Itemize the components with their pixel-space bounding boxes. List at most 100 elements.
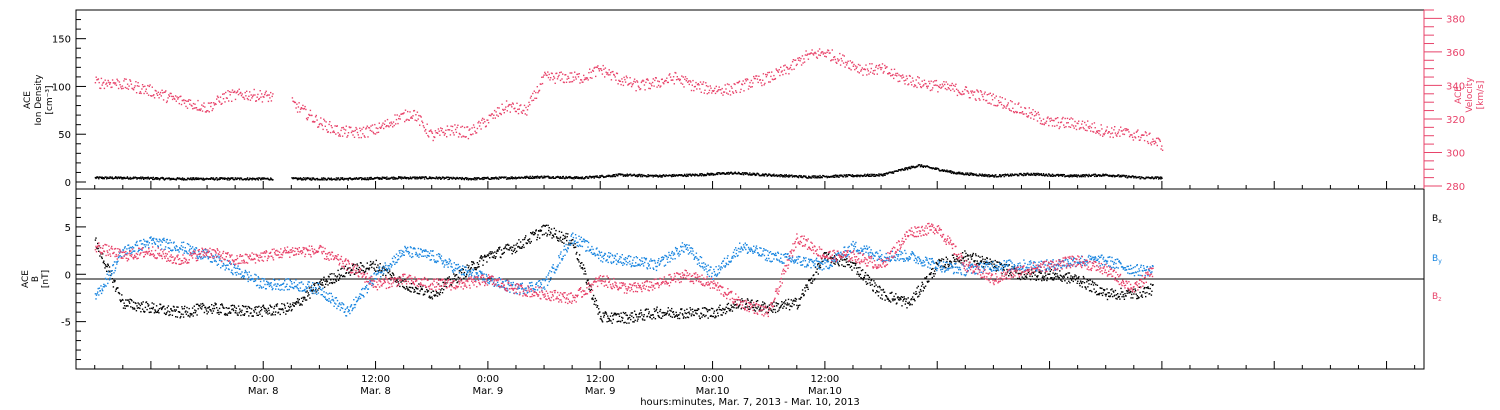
bx-series-point bbox=[788, 303, 790, 305]
bx-series-point bbox=[827, 259, 829, 261]
velocity-series-point bbox=[994, 104, 997, 107]
velocity-series-point bbox=[245, 95, 247, 97]
velocity-series-point bbox=[153, 97, 156, 99]
bx-series-point bbox=[436, 295, 439, 297]
bx-series-point bbox=[504, 246, 507, 248]
bx-series-point bbox=[881, 298, 883, 300]
velocity-series-point bbox=[1158, 138, 1160, 140]
density-series-point bbox=[292, 178, 294, 180]
velocity-series-point bbox=[779, 74, 781, 77]
density-series-point bbox=[1096, 175, 1099, 177]
bx-series-point bbox=[455, 279, 457, 281]
density-series-point bbox=[719, 173, 722, 175]
bx-series-point bbox=[624, 321, 626, 324]
velocity-series-point bbox=[97, 78, 100, 80]
velocity-series-point bbox=[504, 108, 506, 111]
velocity-series-point bbox=[111, 79, 114, 81]
velocity-series-point bbox=[119, 84, 121, 86]
bx-series-point bbox=[678, 317, 681, 320]
bx-series-point bbox=[417, 288, 419, 290]
velocity-series-point bbox=[231, 100, 233, 102]
velocity-series-point bbox=[416, 111, 419, 113]
density-series-point bbox=[1160, 176, 1163, 178]
bx-series-point bbox=[491, 251, 493, 253]
velocity-series-point bbox=[615, 79, 617, 81]
density-series-point bbox=[341, 178, 343, 180]
bx-series-point bbox=[819, 266, 822, 269]
velocity-series-point bbox=[577, 76, 580, 78]
bx-series-point bbox=[222, 306, 224, 308]
bx-series-point bbox=[254, 306, 256, 309]
bx-series-point bbox=[619, 321, 622, 323]
bx-series-point bbox=[899, 299, 901, 301]
density-series-point bbox=[551, 177, 554, 179]
bx-series-point bbox=[184, 305, 186, 308]
velocity-series-point bbox=[120, 88, 123, 90]
density-series-point bbox=[523, 176, 526, 178]
bx-series-point bbox=[802, 292, 804, 295]
velocity-series-point bbox=[1025, 113, 1027, 115]
velocity-series-point bbox=[1113, 129, 1115, 131]
velocity-series-point bbox=[525, 106, 527, 109]
bx-series-point bbox=[104, 264, 107, 266]
bx-series-point bbox=[825, 252, 827, 254]
velocity-series-point bbox=[173, 97, 175, 100]
bx-series-point bbox=[610, 312, 613, 314]
density-series-point bbox=[254, 179, 257, 181]
bx-series-point bbox=[348, 271, 350, 273]
velocity-series-point bbox=[1082, 126, 1084, 129]
velocity-series-point bbox=[1107, 132, 1109, 134]
bx-series-point bbox=[302, 300, 304, 302]
velocity-series-point bbox=[997, 104, 999, 106]
bx-series-point bbox=[931, 276, 933, 279]
density-series-point bbox=[705, 174, 708, 176]
velocity-series-point bbox=[425, 132, 428, 134]
velocity-series-point bbox=[152, 94, 154, 97]
density-series-point bbox=[253, 177, 256, 180]
bx-series-point bbox=[371, 266, 373, 269]
bx-series-point bbox=[186, 311, 189, 313]
density-series-point bbox=[214, 178, 217, 180]
bx-series-point bbox=[248, 306, 250, 308]
density-series-point bbox=[807, 177, 809, 179]
density-series-point bbox=[755, 174, 758, 176]
bx-series-point bbox=[230, 312, 232, 314]
bx-series-point bbox=[658, 315, 660, 317]
bx-series-point bbox=[320, 283, 322, 285]
velocity-series-point bbox=[1114, 132, 1117, 134]
bx-series-point bbox=[243, 305, 245, 308]
density-series-point bbox=[300, 179, 303, 181]
density-series-point bbox=[1098, 174, 1100, 176]
bottom-left-tick-label: 0 bbox=[65, 270, 71, 281]
bx-series-point bbox=[170, 308, 172, 310]
velocity-series-point bbox=[1003, 104, 1005, 107]
bx-series-point bbox=[266, 309, 268, 311]
velocity-series-point bbox=[1135, 131, 1138, 133]
density-series-point bbox=[1013, 174, 1015, 176]
density-series-point bbox=[458, 178, 460, 180]
velocity-series-point bbox=[821, 51, 823, 53]
velocity-series-point bbox=[1109, 136, 1111, 138]
velocity-series-point bbox=[418, 114, 420, 117]
velocity-series-point bbox=[389, 122, 391, 124]
density-series-point bbox=[687, 175, 689, 177]
bx-series-point bbox=[166, 311, 168, 314]
density-series-point bbox=[952, 172, 955, 175]
velocity-series-point bbox=[636, 80, 638, 82]
bx-series-point bbox=[239, 310, 241, 312]
bx-series-point bbox=[838, 260, 841, 262]
bx-series-point bbox=[935, 268, 937, 270]
bx-series-point bbox=[311, 290, 313, 292]
velocity-series-point bbox=[460, 136, 463, 138]
bx-series-point bbox=[375, 259, 377, 262]
velocity-series-point bbox=[489, 114, 491, 117]
velocity-series-point bbox=[977, 91, 980, 93]
bx-series-point bbox=[940, 260, 942, 262]
velocity-series-point bbox=[407, 110, 409, 113]
bx-series-point bbox=[856, 271, 859, 273]
velocity-series-point bbox=[490, 113, 493, 115]
velocity-series-point bbox=[604, 67, 607, 69]
bx-series-point bbox=[327, 284, 329, 286]
velocity-series-point bbox=[751, 86, 753, 88]
velocity-series-point bbox=[543, 74, 545, 76]
